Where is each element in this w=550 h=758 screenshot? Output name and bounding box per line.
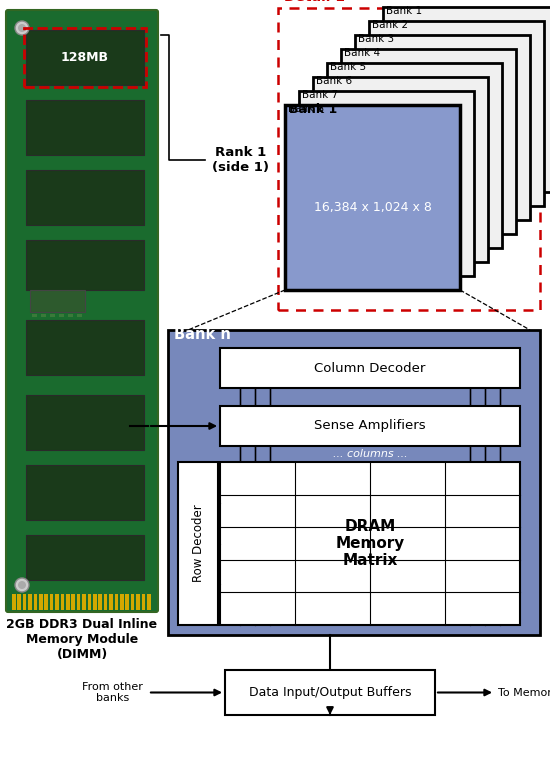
Text: DRAM
Memory
Matrix: DRAM Memory Matrix [336,518,405,568]
Bar [30,290,85,312]
Text: From other
banks: From other banks [82,681,143,703]
Bar [66,594,69,610]
Bar [104,594,107,610]
Bar [50,594,53,610]
Bar [136,594,140,610]
Bar [26,465,144,520]
Text: Data Input/Output Buffers: Data Input/Output Buffers [249,686,411,699]
Text: Bank 8: Bank 8 [288,104,324,114]
Text: Sense Amplifiers: Sense Amplifiers [314,419,426,433]
Text: 128MB: 128MB [61,51,109,64]
Bar [34,594,37,610]
Bar [39,594,42,610]
Bar [98,594,102,610]
FancyBboxPatch shape [6,10,158,612]
Bar [32,314,37,317]
Bar [26,535,144,580]
Bar [285,105,460,290]
Circle shape [15,578,29,592]
Text: Bank n: Bank n [174,327,231,342]
Bar [87,594,91,610]
Bar [41,314,46,317]
Bar [28,594,32,610]
Text: To Memory Bus: To Memory Bus [498,688,550,697]
Text: 2GB DDR3 Dual Inline
Memory Module
(DIMM): 2GB DDR3 Dual Inline Memory Module (DIMM… [7,618,157,661]
Bar [24,28,146,87]
Text: Bank 1: Bank 1 [386,6,422,16]
Bar [383,7,550,192]
Bar [355,35,530,220]
Bar [131,594,134,610]
Bar [369,21,544,206]
Bar [220,348,520,388]
Bar [341,49,516,234]
Circle shape [18,24,26,32]
Text: Bank 5: Bank 5 [330,62,366,72]
Bar [220,462,520,625]
Text: Rank 1
(side 1): Rank 1 (side 1) [212,146,269,174]
Text: Bank 7: Bank 7 [302,90,338,100]
Bar [313,77,488,262]
Bar [26,395,144,450]
Text: ... columns ...: ... columns ... [333,449,408,459]
Text: Bank 3: Bank 3 [358,34,394,44]
Text: 16,384 x 1,024 x 8: 16,384 x 1,024 x 8 [314,201,431,214]
Text: Bank 2: Bank 2 [372,20,408,30]
Bar [23,594,26,610]
Text: Column Decoder: Column Decoder [314,362,426,374]
Bar [77,594,80,610]
Text: Row Decoder: Row Decoder [191,505,205,582]
Bar [141,594,145,610]
Text: Detail 1: Detail 1 [284,0,345,4]
Bar [18,594,21,610]
Bar [68,314,73,317]
Bar [12,594,15,610]
Bar [327,63,502,248]
Bar [26,100,144,155]
Text: ... rows ...: ... rows ... [225,518,235,568]
Bar [60,594,64,610]
Bar [26,240,144,290]
Text: Bank 1: Bank 1 [289,103,337,116]
Text: Bank 6: Bank 6 [316,76,352,86]
Bar [77,314,82,317]
Bar [26,320,144,375]
Bar [168,330,540,635]
Bar [147,594,151,610]
Bar [93,594,96,610]
Bar [120,594,124,610]
Bar [26,30,144,85]
Text: Bank 4: Bank 4 [344,48,380,58]
Bar [225,670,435,715]
Bar [26,170,144,225]
Circle shape [18,581,26,589]
Bar [82,594,86,610]
Bar [178,462,218,625]
Bar [109,594,113,610]
Circle shape [15,21,29,35]
Bar [114,594,118,610]
Bar [55,594,59,610]
Bar [220,406,520,446]
Bar [50,314,55,317]
Bar [125,594,129,610]
Bar [59,314,64,317]
Bar [72,594,75,610]
Bar [45,594,48,610]
Bar [299,91,474,276]
Bar [278,8,540,310]
